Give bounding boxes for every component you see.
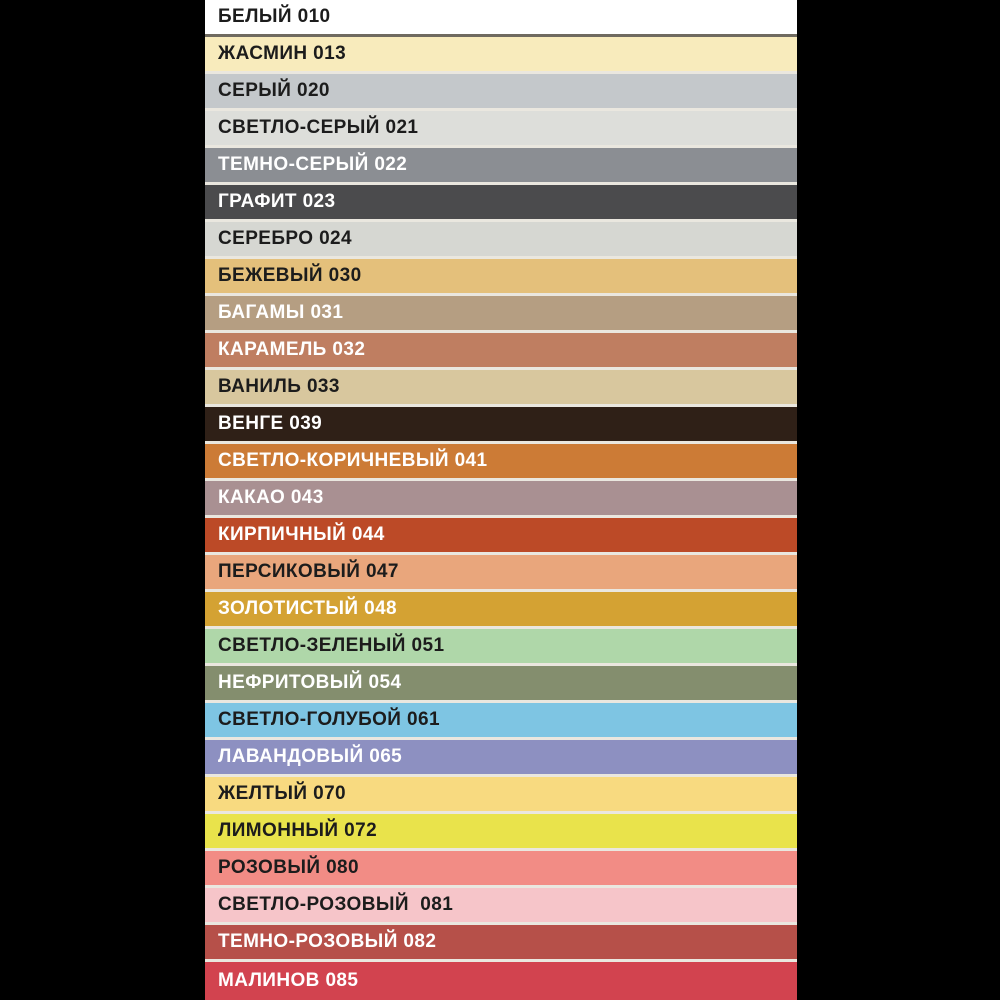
color-swatch-label: ЗОЛОТИСТЫЙ 048 xyxy=(218,597,398,619)
color-swatch-row: СВЕТЛО-ЗЕЛЕНЫЙ 051 xyxy=(205,629,797,666)
color-swatch-row: СВЕТЛО-СЕРЫЙ 021 xyxy=(205,111,797,148)
color-swatch-label: ТЕМНО-РОЗОВЫЙ 082 xyxy=(218,930,437,952)
color-swatch-row: КИРПИЧНЫЙ 044 xyxy=(205,518,797,555)
color-swatch-row: ЗОЛОТИСТЫЙ 048 xyxy=(205,592,797,629)
color-swatch-label: СВЕТЛО-РОЗОВЫЙ 081 xyxy=(218,893,454,915)
color-swatch-row: МАЛИНОВ 085 xyxy=(205,962,797,1000)
color-swatch-row: РОЗОВЫЙ 080 xyxy=(205,851,797,888)
color-swatch-label: ГРАФИТ 023 xyxy=(218,190,336,212)
color-swatch-label: СВЕТЛО-ГОЛУБОЙ 061 xyxy=(218,708,440,730)
color-swatch-label: ВЕНГЕ 039 xyxy=(218,412,323,434)
color-swatch-row: НЕФРИТОВЫЙ 054 xyxy=(205,666,797,703)
color-swatch-row: ВЕНГЕ 039 xyxy=(205,407,797,444)
color-swatch-label: КИРПИЧНЫЙ 044 xyxy=(218,523,385,545)
color-swatch-label: ЛАВАНДОВЫЙ 065 xyxy=(218,745,403,767)
color-swatch-label: БЕЖЕВЫЙ 030 xyxy=(218,264,362,286)
color-swatch-row: КАРАМЕЛЬ 032 xyxy=(205,333,797,370)
color-swatch-row: ТЕМНО-СЕРЫЙ 022 xyxy=(205,148,797,185)
color-swatch-label: БАГАМЫ 031 xyxy=(218,301,344,323)
color-swatch-row: СЕРЕБРО 024 xyxy=(205,222,797,259)
color-swatch-label: КАКАО 043 xyxy=(218,486,324,508)
color-swatch-label: МАЛИНОВ 085 xyxy=(218,969,359,991)
color-swatch-label: ТЕМНО-СЕРЫЙ 022 xyxy=(218,153,408,175)
color-swatch-row: ТЕМНО-РОЗОВЫЙ 082 xyxy=(205,925,797,962)
color-swatch-label: БЕЛЫЙ 010 xyxy=(218,5,331,27)
color-swatch-label: СЕРЫЙ 020 xyxy=(218,79,330,101)
color-swatch-label: ЖАСМИН 013 xyxy=(218,42,347,64)
color-swatch-label: СВЕТЛО-КОРИЧНЕВЫЙ 041 xyxy=(218,449,488,471)
color-swatch-label: ЖЕЛТЫЙ 070 xyxy=(218,782,347,804)
color-swatch-row: СВЕТЛО-РОЗОВЫЙ 081 xyxy=(205,888,797,925)
color-swatch-row: СВЕТЛО-КОРИЧНЕВЫЙ 041 xyxy=(205,444,797,481)
color-swatch-label: ЛИМОННЫЙ 072 xyxy=(218,819,378,841)
color-swatch-label: РОЗОВЫЙ 080 xyxy=(218,856,359,878)
color-swatch-row: ВАНИЛЬ 033 xyxy=(205,370,797,407)
color-swatch-row: КАКАО 043 xyxy=(205,481,797,518)
color-swatch-row: ЖАСМИН 013 xyxy=(205,37,797,74)
color-swatch-label: НЕФРИТОВЫЙ 054 xyxy=(218,671,402,693)
color-swatch-label: ВАНИЛЬ 033 xyxy=(218,375,340,397)
swatch-list: БЕЛЫЙ 010 ЖАСМИН 013 СЕРЫЙ 020 СВЕТЛО-СЕ… xyxy=(205,0,797,1000)
color-swatch-label: КАРАМЕЛЬ 032 xyxy=(218,338,366,360)
color-swatch-row: СЕРЫЙ 020 xyxy=(205,74,797,111)
color-swatch-row: БЕЖЕВЫЙ 030 xyxy=(205,259,797,296)
color-swatch-row: ЛАВАНДОВЫЙ 065 xyxy=(205,740,797,777)
color-swatch-label: ПЕРСИКОВЫЙ 047 xyxy=(218,560,399,582)
color-swatch-label: СВЕТЛО-СЕРЫЙ 021 xyxy=(218,116,419,138)
color-swatch-label: СВЕТЛО-ЗЕЛЕНЫЙ 051 xyxy=(218,634,445,656)
color-swatch-row: БАГАМЫ 031 xyxy=(205,296,797,333)
color-swatch-row: ЖЕЛТЫЙ 070 xyxy=(205,777,797,814)
color-swatch-row: ПЕРСИКОВЫЙ 047 xyxy=(205,555,797,592)
color-swatch-row: ЛИМОННЫЙ 072 xyxy=(205,814,797,851)
color-swatch-row: БЕЛЫЙ 010 xyxy=(205,0,797,37)
color-swatch-row: СВЕТЛО-ГОЛУБОЙ 061 xyxy=(205,703,797,740)
color-swatch-label: СЕРЕБРО 024 xyxy=(218,227,352,249)
color-swatch-row: ГРАФИТ 023 xyxy=(205,185,797,222)
